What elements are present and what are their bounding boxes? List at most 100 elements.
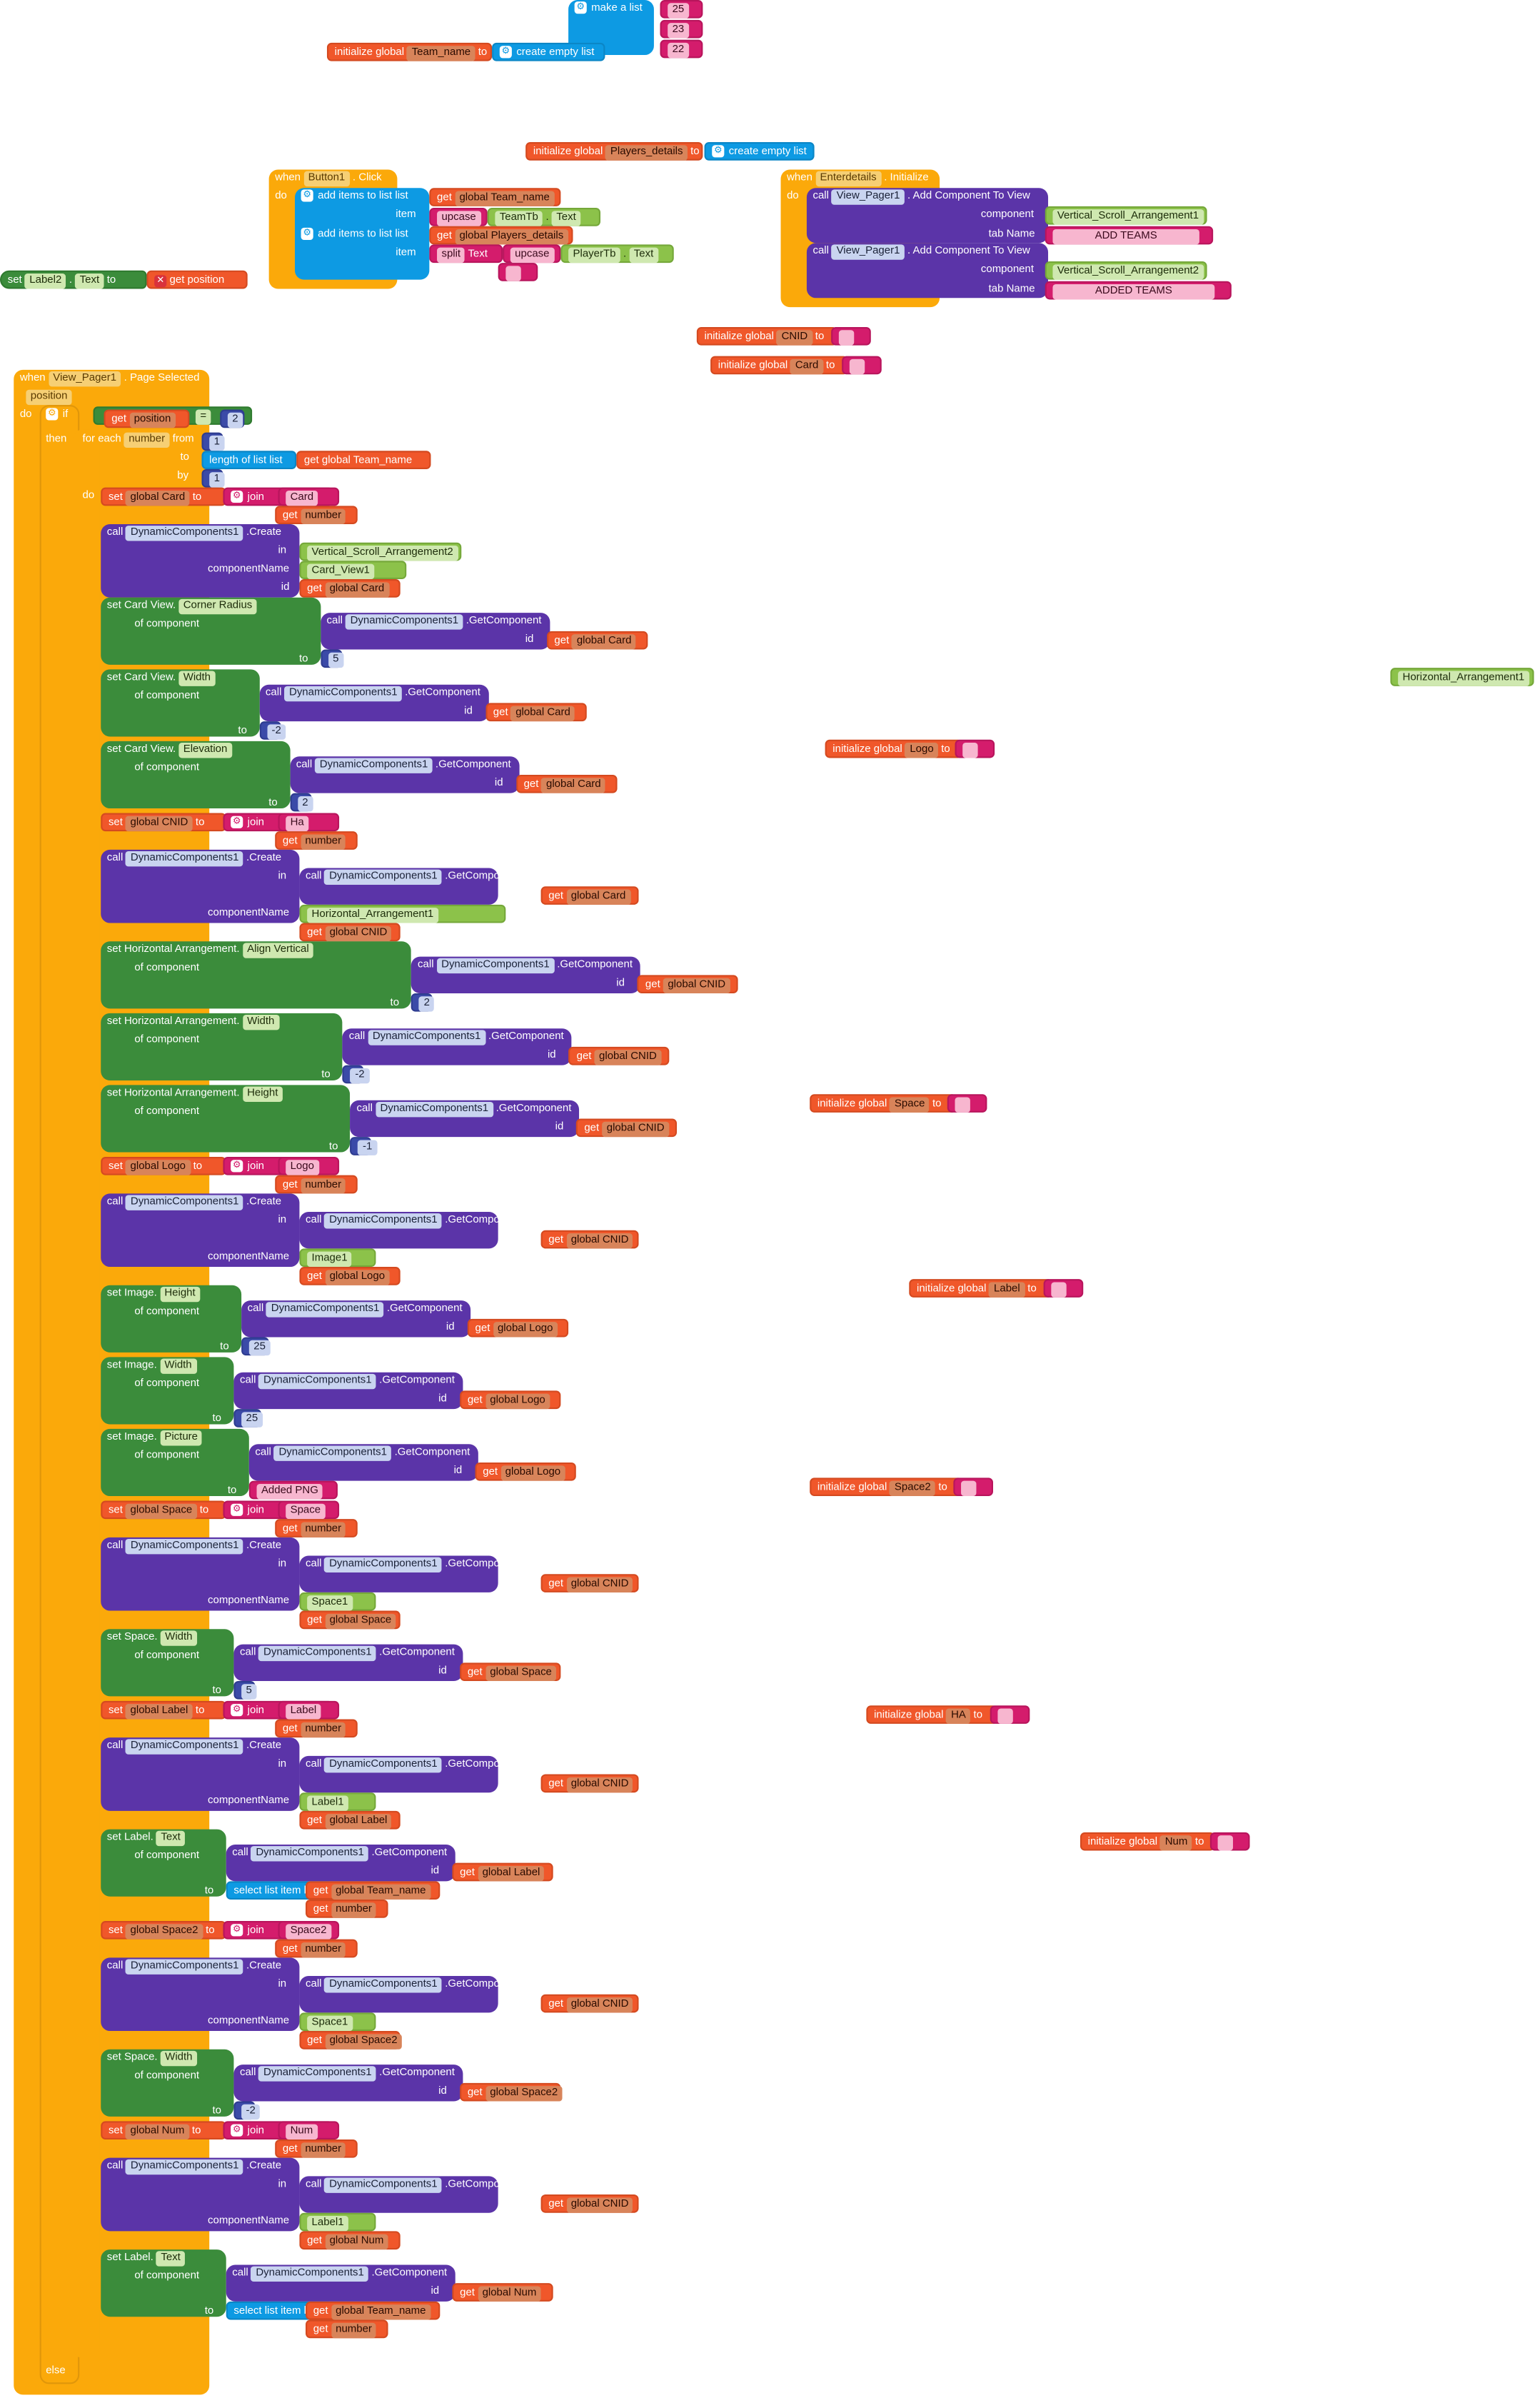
set-global-cnid[interactable]: set global CNID to (101, 813, 226, 832)
teamtb-text[interactable]: TeamTb . Text (487, 208, 601, 226)
get-var[interactable]: get global Num (452, 2283, 553, 2302)
component-name[interactable]: Horizontal_Arrangement1 (299, 904, 506, 923)
empty-text[interactable] (947, 1094, 987, 1113)
get-var[interactable]: get global Card (485, 703, 587, 722)
get-number[interactable]: get number (275, 1719, 358, 1738)
init-global-cnid[interactable]: initialize global CNID to (696, 326, 837, 346)
vsa1-block[interactable]: Vertical_Scroll_Arrangement1 (1045, 206, 1207, 225)
equals-op[interactable]: = (195, 409, 211, 425)
text-25[interactable]: 25 (660, 0, 703, 19)
playertb-text[interactable]: PlayerTb . Text (560, 244, 674, 264)
get-number[interactable]: get number (275, 831, 358, 850)
init-team-name[interactable]: initialize global Team_name to (326, 42, 493, 61)
text-logo[interactable]: Logo (278, 1156, 340, 1175)
set-global-card[interactable]: set global Card to (101, 487, 226, 506)
get-var[interactable]: get global CNID (540, 1774, 639, 1793)
upcase-block-2[interactable]: upcase (503, 244, 561, 264)
number-2[interactable]: 2 (290, 793, 313, 812)
set-global-space2[interactable]: set global Space2 to (101, 1920, 226, 1940)
component-name[interactable]: Label1 (299, 1792, 376, 1811)
text-card[interactable]: Card (278, 487, 340, 506)
init-players-details[interactable]: initialize global Players_details to (525, 142, 703, 161)
vsa2-block[interactable]: Vertical_Scroll_Arrangement2 (299, 542, 462, 561)
component-name[interactable]: Space1 (299, 2012, 376, 2032)
text-added-png[interactable]: Added PNG (248, 1480, 338, 1500)
get-number[interactable]: get number (275, 1939, 358, 1958)
empty-text[interactable] (498, 263, 538, 281)
get-global-players[interactable]: get global Players_details (429, 226, 573, 245)
empty-text[interactable] (842, 356, 882, 375)
component-name[interactable]: Card_View1 (299, 561, 407, 580)
create-empty-list[interactable]: ⚙ create empty list (492, 42, 605, 61)
text-label[interactable]: Label (278, 1700, 340, 1720)
text-space[interactable]: Space (278, 1500, 340, 1520)
text-space2[interactable]: Space2 (278, 1920, 340, 1940)
number-1[interactable]: 1 (201, 468, 225, 488)
set-global-label[interactable]: set global Label to (101, 1700, 226, 1720)
init-global-logo[interactable]: initialize global Logo to (825, 739, 963, 758)
upcase-block[interactable]: upcase (429, 208, 488, 226)
get-var[interactable]: get global Card (299, 579, 401, 598)
get-var[interactable]: get global Logo (475, 1462, 576, 1481)
number-5[interactable]: 5 (233, 1681, 257, 1700)
get-var[interactable]: get global CNID (540, 2194, 639, 2213)
component-name[interactable]: Space1 (299, 1592, 376, 1611)
set-global-space[interactable]: set global Space to (101, 1500, 226, 1520)
number-5[interactable]: 5 (320, 649, 343, 668)
get-global-team[interactable]: get global Team_name (296, 451, 431, 469)
number-25[interactable]: 25 (241, 1337, 271, 1356)
get-number[interactable]: get number (306, 1900, 388, 1918)
get-var[interactable]: get global CNID (568, 1046, 670, 1065)
get-position[interactable]: ✕ get position (146, 270, 248, 289)
get-var[interactable]: get global Card (515, 774, 618, 793)
get-var[interactable]: get global Space2 (460, 2082, 563, 2102)
var-name[interactable]: Team_name (407, 46, 475, 61)
gear-icon[interactable]: ⚙ (574, 1, 587, 14)
number-neg2[interactable]: -2 (259, 721, 286, 740)
get-global-team[interactable]: get global Team_name (306, 2301, 441, 2320)
get-var[interactable]: get global Num (299, 2231, 401, 2250)
get-var[interactable]: get global Logo (467, 1318, 569, 1338)
create-empty-list[interactable]: ⚙ create empty list (704, 142, 815, 161)
get-var[interactable]: get global Label (299, 1810, 401, 1830)
get-var[interactable]: get global Space (299, 1610, 401, 1630)
get-global-team[interactable]: get global Team_name (429, 188, 561, 206)
empty-text[interactable] (1209, 1832, 1250, 1851)
add-teams-text[interactable]: ADD TEAMS (1045, 226, 1214, 245)
set-property-block[interactable] (101, 1085, 351, 1153)
get-var[interactable]: get global CNID (299, 923, 401, 942)
get-var[interactable]: get global CNID (540, 1230, 639, 1249)
for-each-block[interactable] (73, 429, 100, 2359)
add-items-blocks[interactable] (295, 188, 430, 280)
number-2[interactable]: 2 (220, 409, 245, 428)
init-global-space[interactable]: initialize global Space to (810, 1094, 957, 1113)
get-var[interactable]: get global Card (540, 886, 639, 905)
get-var[interactable]: get global Card (546, 631, 648, 650)
vsa2-block[interactable]: Vertical_Scroll_Arrangement2 (1045, 261, 1207, 280)
length-of-list[interactable]: length of list list (201, 451, 297, 469)
split-block[interactable]: split Text (429, 244, 503, 264)
text-23[interactable]: 23 (660, 19, 703, 39)
init-global-ha[interactable]: initialize global HA to (866, 1705, 998, 1724)
get-number[interactable]: get number (275, 1519, 358, 1537)
get-var[interactable]: get global CNID (638, 975, 739, 994)
gear-icon[interactable]: ⚙ (712, 145, 725, 158)
added-teams-text[interactable]: ADDED TEAMS (1045, 281, 1232, 300)
get-global-team[interactable]: get global Team_name (306, 1881, 441, 1900)
set-global-num[interactable]: set global Num to (101, 2121, 226, 2140)
get-var[interactable]: get global Logo (460, 1390, 561, 1410)
horizontal-arrangement-stray[interactable]: Horizontal_Arrangement1 (1390, 668, 1534, 686)
number-2[interactable]: 2 (411, 993, 435, 1012)
init-global-space2[interactable]: initialize global Space2 to (810, 1478, 963, 1497)
get-var[interactable]: get global Label (452, 1862, 553, 1882)
empty-text[interactable] (831, 326, 871, 346)
set-property-block[interactable] (101, 1013, 343, 1080)
get-position[interactable]: get position (104, 409, 190, 428)
set-label2-text[interactable]: set Label2 . Text to (0, 270, 147, 289)
get-var[interactable]: get global Space (460, 1662, 561, 1681)
get-var[interactable]: get global CNID (540, 1574, 639, 1592)
gear-icon[interactable]: ⚙ (499, 46, 512, 59)
get-number[interactable]: get number (275, 2139, 358, 2158)
init-global-num[interactable]: initialize global Num to (1079, 1832, 1215, 1851)
get-var[interactable]: get global Space2 (299, 2031, 402, 2050)
